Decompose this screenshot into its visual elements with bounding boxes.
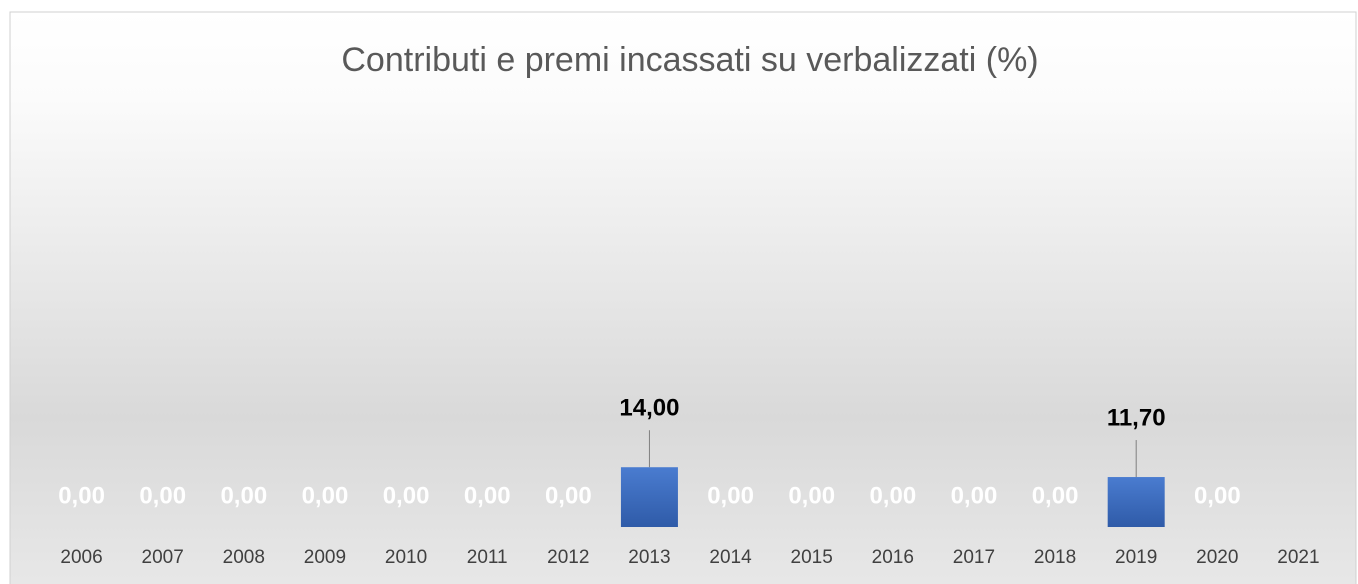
x-tick-label: 2016	[872, 547, 914, 568]
x-tick-label: 2012	[547, 547, 589, 568]
x-tick-label: 2013	[628, 547, 670, 568]
data-label: 0,00	[383, 482, 430, 509]
x-tick-label: 2020	[1196, 547, 1238, 568]
x-tick-label: 2007	[142, 547, 184, 568]
data-label: 11,70	[1107, 404, 1166, 431]
x-tick-label: 2015	[791, 547, 833, 568]
x-tick-label: 2010	[385, 547, 427, 568]
data-label: 0,00	[951, 482, 998, 509]
x-tick-label: 2017	[953, 547, 995, 568]
data-label: 0,00	[464, 482, 511, 509]
chart-title: Contributi e premi incassati su verbaliz…	[341, 41, 1038, 79]
data-label: 0,00	[707, 482, 754, 509]
data-label: 0,00	[1194, 482, 1241, 509]
x-tick-label: 2011	[467, 547, 508, 568]
x-tick-label: 2006	[60, 547, 102, 568]
data-label: 0,00	[869, 482, 916, 509]
data-label: 0,00	[58, 482, 105, 509]
x-tick-label: 2009	[304, 547, 346, 568]
data-label: 0,00	[545, 482, 592, 509]
x-tick-label: 2014	[709, 547, 752, 568]
data-label: 0,00	[302, 482, 349, 509]
x-tick-label: 2021	[1277, 547, 1319, 568]
x-tick-label: 2019	[1115, 547, 1157, 568]
x-tick-label: 2008	[223, 547, 265, 568]
data-label: 14,00	[619, 395, 679, 422]
x-tick-label: 2018	[1034, 547, 1076, 568]
data-label: 0,00	[139, 482, 186, 509]
data-label: 0,00	[788, 482, 835, 509]
bar	[620, 467, 678, 527]
data-label: 0,00	[1032, 482, 1079, 509]
bar	[1107, 477, 1165, 527]
data-label: 0,00	[220, 482, 267, 509]
